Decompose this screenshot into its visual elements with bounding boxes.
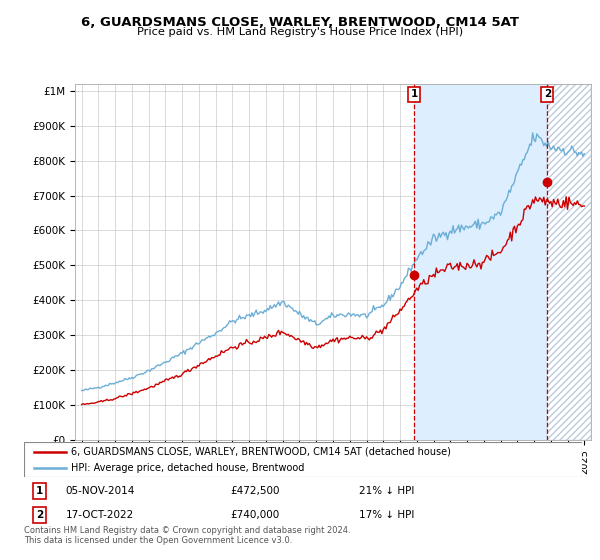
Text: HPI: Average price, detached house, Brentwood: HPI: Average price, detached house, Bren…	[71, 464, 305, 473]
Bar	[547, 84, 591, 440]
FancyBboxPatch shape	[24, 442, 582, 477]
Text: 21% ↓ HPI: 21% ↓ HPI	[359, 486, 414, 496]
Text: 17% ↓ HPI: 17% ↓ HPI	[359, 510, 414, 520]
Text: 6, GUARDSMANS CLOSE, WARLEY, BRENTWOOD, CM14 5AT (detached house): 6, GUARDSMANS CLOSE, WARLEY, BRENTWOOD, …	[71, 447, 451, 457]
Text: Contains HM Land Registry data © Crown copyright and database right 2024.
This d: Contains HM Land Registry data © Crown c…	[24, 526, 350, 545]
Text: 05-NOV-2014: 05-NOV-2014	[66, 486, 135, 496]
Text: 1: 1	[410, 90, 418, 99]
Text: £740,000: £740,000	[230, 510, 280, 520]
Text: Price paid vs. HM Land Registry's House Price Index (HPI): Price paid vs. HM Land Registry's House …	[137, 27, 463, 37]
Text: 17-OCT-2022: 17-OCT-2022	[66, 510, 134, 520]
Text: 1: 1	[36, 486, 43, 496]
Text: £472,500: £472,500	[230, 486, 280, 496]
Text: 6, GUARDSMANS CLOSE, WARLEY, BRENTWOOD, CM14 5AT: 6, GUARDSMANS CLOSE, WARLEY, BRENTWOOD, …	[81, 16, 519, 29]
Text: 2: 2	[544, 90, 551, 99]
Bar	[414, 84, 547, 440]
Text: 2: 2	[36, 510, 43, 520]
